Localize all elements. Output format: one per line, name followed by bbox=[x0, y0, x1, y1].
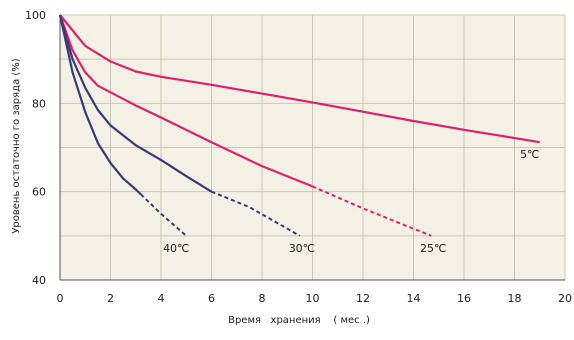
y-tick-label-100: 100 bbox=[25, 9, 46, 22]
x-tick-label-18: 18 bbox=[508, 292, 522, 305]
y-tick-label-40: 40 bbox=[32, 274, 46, 287]
x-tick-label-4: 4 bbox=[158, 292, 165, 305]
x-axis-label: Время хранения ( мес .) bbox=[228, 315, 370, 326]
y-axis-label: Уровень остаточно го заряда (%) bbox=[11, 58, 22, 233]
series-line-1-solid bbox=[58, 14, 313, 188]
y-tick-labels: 40 60 80 100 bbox=[25, 9, 46, 287]
series-label-1: 25℃ bbox=[420, 242, 446, 255]
x-tick-label-12: 12 bbox=[356, 292, 370, 305]
x-tick-label-10: 10 bbox=[306, 292, 320, 305]
x-tick-label-8: 8 bbox=[259, 292, 266, 305]
series-line-2-solid bbox=[58, 14, 213, 193]
grid bbox=[59, 14, 566, 281]
x-tick-label-16: 16 bbox=[457, 292, 471, 305]
series-label-0: 5℃ bbox=[520, 148, 539, 161]
x-tick-label-20: 20 bbox=[558, 292, 572, 305]
x-tick-label-2: 2 bbox=[107, 292, 114, 305]
series-line-3-dashed bbox=[140, 193, 187, 237]
y-tick-label-60: 60 bbox=[32, 186, 46, 199]
x-tick-label-14: 14 bbox=[407, 292, 421, 305]
series-label-3: 40℃ bbox=[163, 242, 189, 255]
series-lines bbox=[58, 14, 540, 237]
x-tick-label-0: 0 bbox=[57, 292, 64, 305]
x-tick-labels: 0 2 4 6 8 10 12 14 16 18 20 bbox=[57, 292, 573, 305]
series-label-2: 30℃ bbox=[289, 242, 315, 255]
axes bbox=[59, 15, 565, 281]
y-tick-label-80: 80 bbox=[32, 97, 46, 110]
series-line-3-solid bbox=[58, 14, 142, 196]
x-tick-label-6: 6 bbox=[208, 292, 215, 305]
series-line-2-dashed bbox=[211, 190, 301, 237]
series-labels: 5℃ 25℃ 30℃ 40℃ bbox=[163, 148, 539, 255]
series-line-0 bbox=[59, 14, 540, 144]
